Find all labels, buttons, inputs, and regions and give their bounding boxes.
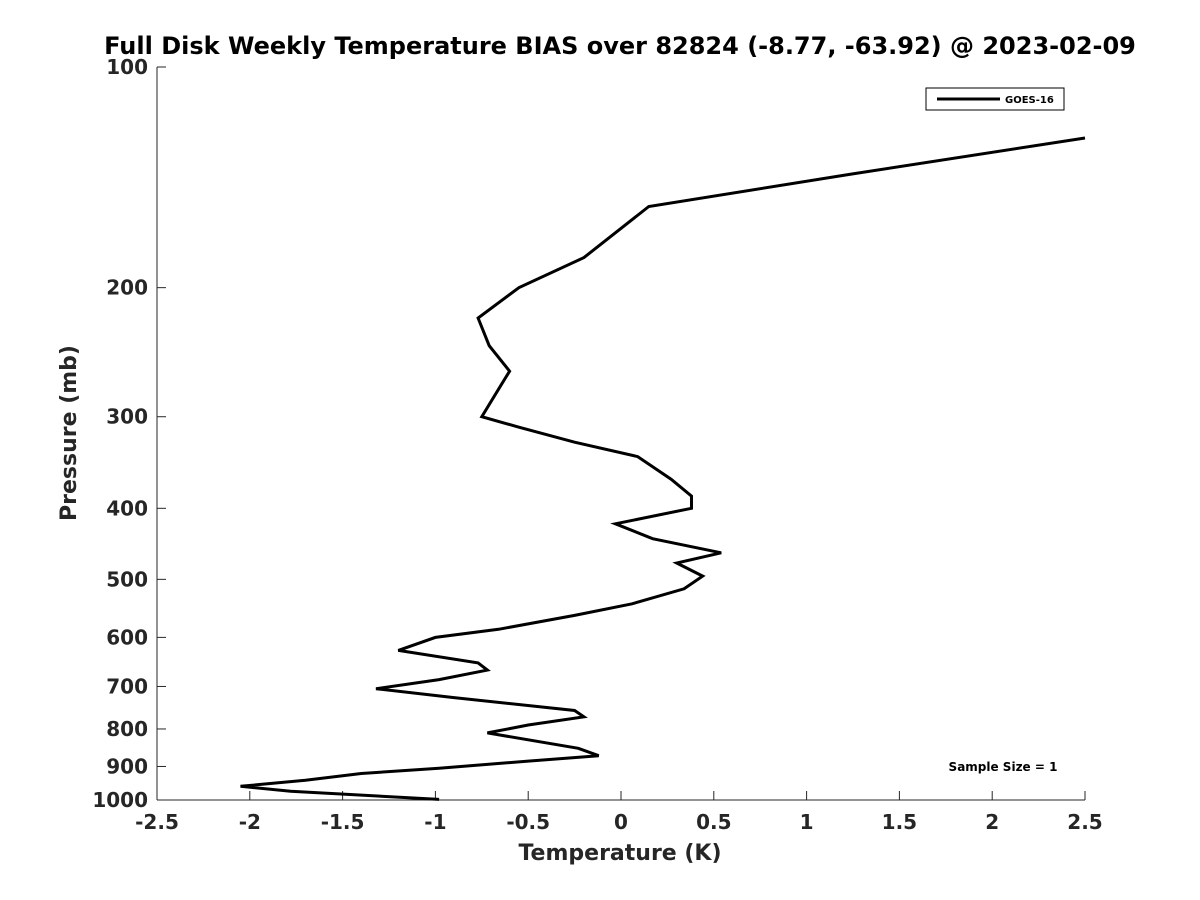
y-tick-label: 500: [106, 567, 148, 591]
x-tick-label: -0.5: [506, 810, 550, 834]
legend-label-goes-16: GOES-16: [1005, 95, 1054, 106]
y-tick-label: 100: [106, 55, 148, 79]
plot-axes: [156, 67, 1085, 801]
x-tick-label: -2: [239, 810, 261, 834]
x-axis-ticks: -2.5 -2 -1.5 -1 -0.5 0 0.5 1 1.5 2 2.5: [135, 791, 1103, 834]
y-tick-label: 1000: [92, 788, 148, 812]
y-tick-label: 300: [106, 405, 148, 429]
x-tick-label: 2.5: [1067, 810, 1102, 834]
y-axis-ticks: 100 200 300 400 500 600 700 800 900 1000: [92, 55, 166, 812]
series-line-goes-16: [240, 136, 1086, 801]
y-tick-label: 200: [106, 276, 148, 300]
legend: GOES-16: [925, 87, 1065, 111]
y-tick-label: 700: [106, 674, 148, 698]
chart-title: Full Disk Weekly Temperature BIAS over 8…: [104, 32, 1136, 60]
sample-size-annotation: Sample Size = 1: [949, 760, 1058, 774]
x-tick-label: 1: [800, 810, 814, 834]
series-group: [240, 136, 1086, 801]
x-tick-label: 1.5: [882, 810, 917, 834]
y-tick-label: 400: [106, 496, 148, 520]
x-tick-label: -1: [424, 810, 446, 834]
x-tick-label: -1.5: [321, 810, 365, 834]
y-tick-label: 900: [106, 754, 148, 778]
y-tick-label: 600: [106, 625, 148, 649]
x-tick-label: -2.5: [135, 810, 179, 834]
x-tick-label: 2: [985, 810, 999, 834]
y-axis-label: Pressure (mb): [57, 345, 82, 521]
y-tick-label: 800: [106, 717, 148, 741]
x-tick-label: 0.5: [696, 810, 731, 834]
x-tick-label: 0: [614, 810, 628, 834]
x-axis-label: Temperature (K): [518, 841, 721, 866]
